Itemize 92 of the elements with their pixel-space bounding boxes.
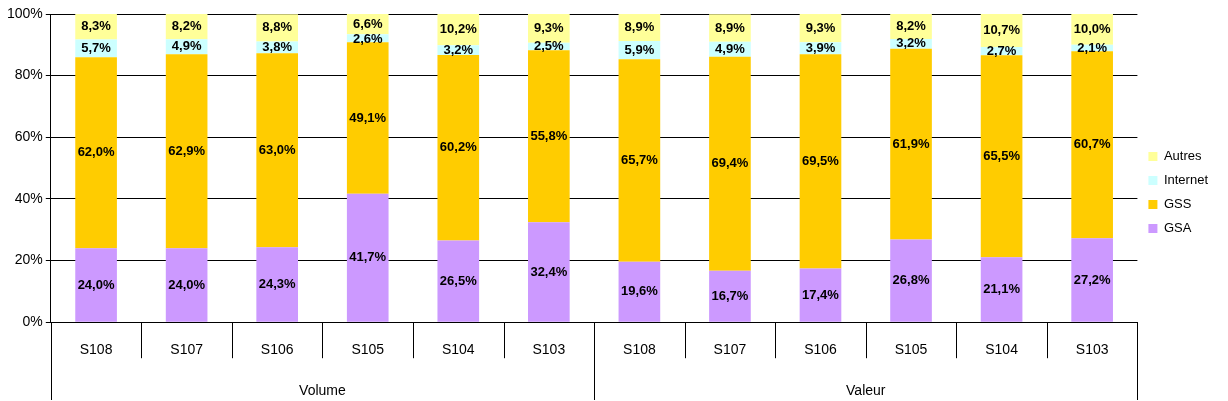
- bar: [437, 54, 480, 241]
- x-tick-label: S104: [441, 341, 475, 358]
- data-label: 49,1%: [349, 109, 387, 125]
- data-label: 6,6%: [352, 15, 383, 31]
- data-label: 69,5%: [802, 153, 840, 169]
- data-label: 10,2%: [439, 20, 478, 36]
- data-label: 60,7%: [1073, 136, 1111, 152]
- data-label: 9,3%: [534, 19, 565, 35]
- x-tick-label: S108: [623, 341, 656, 358]
- x-tick-label: S103: [532, 341, 566, 358]
- bar: [437, 240, 480, 322]
- bar: [709, 56, 751, 271]
- data-label: 8,9%: [624, 18, 655, 34]
- bar: [980, 55, 1023, 258]
- data-label: 17,4%: [802, 286, 840, 302]
- data-label: 8,2%: [171, 18, 202, 34]
- data-label: 3,2%: [896, 35, 927, 51]
- x-tick-label: S104: [985, 341, 1019, 358]
- bar: [890, 48, 932, 240]
- bar: [165, 248, 208, 322]
- y-tick-label: 0%: [22, 313, 43, 330]
- legend-label: Internet: [1163, 172, 1209, 188]
- data-label: 65,7%: [620, 152, 659, 168]
- data-label: 8,9%: [715, 19, 746, 35]
- bar: [256, 53, 299, 248]
- bar: [528, 50, 570, 223]
- data-label: 9,3%: [805, 19, 836, 35]
- text: Volume: [299, 381, 347, 398]
- data-label: 16,7%: [711, 287, 749, 303]
- data-label: 2,1%: [1077, 39, 1108, 55]
- data-label: 61,9%: [892, 135, 930, 151]
- data-label: 24,0%: [77, 276, 115, 292]
- data-label: 41,7%: [349, 249, 387, 265]
- y-tick-label: 20%: [14, 251, 43, 268]
- y-tick-label: 80%: [14, 66, 43, 83]
- bar: [618, 59, 661, 262]
- data-label: 8,8%: [262, 19, 293, 35]
- bar: [890, 239, 932, 322]
- data-label: 21,1%: [983, 281, 1021, 297]
- y-tick-label: 60%: [14, 128, 43, 145]
- data-label: 26,5%: [439, 272, 478, 288]
- text: Valeur: [846, 381, 886, 398]
- y-tick-label: 40%: [14, 189, 43, 206]
- x-tick-label: S108: [79, 341, 113, 358]
- bar: [980, 257, 1023, 322]
- bar: [1071, 238, 1113, 322]
- bar: [75, 57, 117, 249]
- data-label: 62,9%: [168, 142, 206, 158]
- x-tick-label: S105: [894, 341, 928, 358]
- y-tick-label: 100%: [6, 4, 43, 21]
- x-tick-label: S106: [260, 341, 294, 358]
- legend-label: Autres: [1163, 148, 1202, 164]
- data-label: 2,7%: [986, 42, 1017, 58]
- data-label: 8,3%: [81, 18, 112, 34]
- data-label: 55,8%: [530, 127, 568, 143]
- x-tick-label: S106: [804, 341, 838, 358]
- data-label: 5,9%: [624, 41, 655, 57]
- bar: [346, 193, 389, 322]
- data-label: 8,2%: [896, 17, 927, 33]
- bar: [165, 54, 208, 249]
- legend-label: GSA: [1163, 220, 1192, 236]
- bar: [256, 247, 299, 322]
- data-label: 69,4%: [711, 155, 749, 171]
- data-label: 24,3%: [258, 276, 297, 292]
- data-label: 10,7%: [983, 22, 1021, 38]
- bar: [528, 222, 570, 322]
- data-label: 3,2%: [443, 41, 474, 57]
- data-label: 4,9%: [715, 40, 746, 56]
- data-label: 3,8%: [262, 38, 293, 54]
- data-label: 60,2%: [439, 139, 478, 155]
- data-label: 5,7%: [81, 39, 112, 55]
- x-tick-label: S107: [713, 341, 747, 358]
- legend-label: GSS: [1163, 196, 1192, 212]
- data-label: 3,9%: [805, 39, 836, 55]
- bar: [75, 248, 117, 322]
- data-label: 4,9%: [171, 38, 202, 54]
- bar: [799, 54, 842, 269]
- data-label: 2,6%: [352, 30, 383, 46]
- bar: [709, 270, 751, 322]
- data-label: 27,2%: [1073, 271, 1111, 287]
- x-tick-label: S107: [170, 341, 204, 358]
- data-label: 32,4%: [530, 263, 568, 279]
- data-label: 10,0%: [1073, 20, 1111, 36]
- data-label: 63,0%: [258, 141, 297, 157]
- data-label: 62,0%: [77, 144, 115, 160]
- data-label: 19,6%: [620, 283, 659, 299]
- x-tick-label: S105: [351, 341, 385, 358]
- x-tick-label: S103: [1075, 341, 1109, 358]
- data-label: 2,5%: [534, 38, 565, 54]
- data-label: 26,8%: [892, 272, 930, 288]
- data-label: 65,5%: [983, 147, 1021, 163]
- data-label: 24,0%: [168, 276, 206, 292]
